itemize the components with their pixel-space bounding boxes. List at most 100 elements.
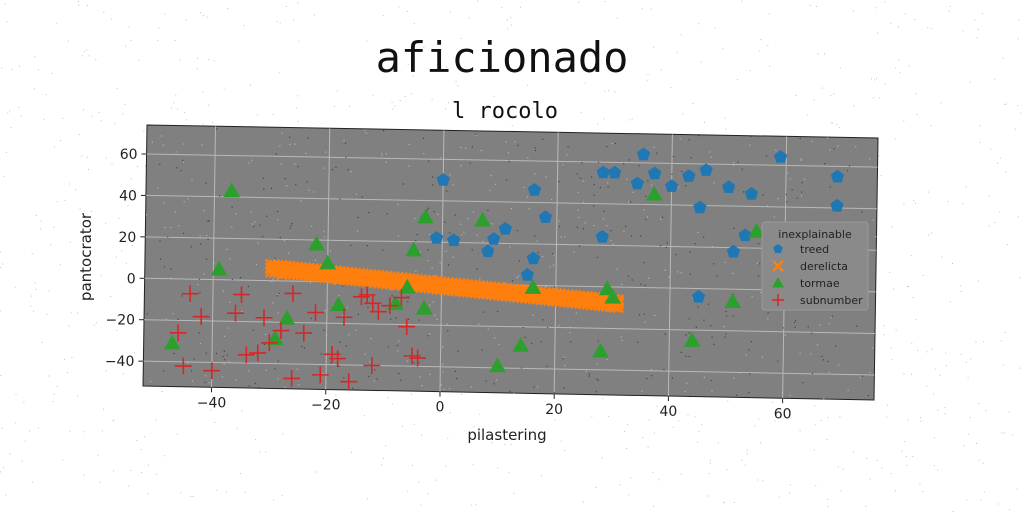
plot-noise-dot [575, 312, 577, 314]
noise-dot [795, 95, 797, 96]
point-treed [682, 169, 696, 182]
noise-dot [927, 27, 929, 28]
plot-noise-dot [355, 329, 357, 331]
plot-noise-dot [822, 359, 824, 361]
point-subnumber [260, 334, 278, 352]
point-subnumber [329, 350, 347, 368]
plot-noise-dot [262, 177, 264, 179]
noise-dot [1001, 432, 1003, 434]
noise-dot [653, 46, 654, 48]
noise-dot [445, 465, 447, 467]
chart-title: aficionado [376, 33, 629, 82]
plot-noise-dot [338, 295, 340, 297]
plot-noise-dot [643, 262, 645, 264]
plot-noise-dot [558, 220, 560, 222]
noise-dot [62, 459, 64, 461]
noise-dot [700, 61, 702, 63]
plot-noise-dot [637, 341, 639, 343]
point-treed [538, 210, 553, 223]
plot-noise-dot [247, 285, 249, 288]
noise-dot [873, 97, 875, 99]
noise-dot [815, 485, 817, 487]
x-tick-label: 60 [774, 406, 792, 422]
noise-dot [97, 454, 99, 456]
noise-dot [164, 13, 166, 15]
noise-dot [113, 470, 114, 472]
point-subnumber [272, 322, 290, 339]
point-treed [773, 150, 788, 163]
noise-dot [672, 426, 674, 428]
plot-noise-dot [597, 379, 599, 381]
noise-dot [407, 64, 409, 66]
plot-noise-dot [645, 195, 647, 197]
noise-dot [404, 96, 406, 97]
noise-dot [1017, 105, 1019, 107]
plot-noise-dot [828, 371, 830, 373]
noise-dot [472, 464, 474, 466]
noise-dot [413, 22, 415, 24]
noise-dot [895, 67, 897, 69]
noise-dot [314, 14, 315, 16]
noise-dot [826, 438, 828, 440]
plot-noise-dot [181, 295, 183, 297]
noise-dot [630, 477, 632, 479]
plot-noise-dot [175, 151, 177, 153]
noise-dot [213, 60, 215, 62]
point-tormae [748, 223, 766, 238]
plot-noise-dot [623, 163, 625, 165]
plot-noise-dot [767, 205, 769, 207]
plot-noise-dot [537, 251, 539, 254]
noise-dot [381, 464, 382, 466]
point-tormae [308, 235, 325, 251]
plot-noise-dot [782, 327, 784, 329]
noise-dot [878, 155, 880, 157]
noise-dot [382, 457, 384, 459]
noise-dot [975, 341, 977, 343]
noise-dot [48, 290, 50, 292]
point-treed [447, 233, 461, 247]
noise-dot [121, 250, 123, 252]
plot-noise-dot [493, 383, 495, 385]
plot-noise-dot [671, 173, 673, 175]
noise-dot [697, 441, 699, 443]
plot-noise-dot [182, 159, 184, 161]
plot-noise-dot [726, 315, 728, 317]
plot-noise-dot [235, 310, 237, 312]
plot-noise-dot [471, 146, 473, 148]
plot-noise-dot [436, 318, 438, 320]
plot-noise-dot [382, 249, 384, 251]
plot-noise-dot [402, 183, 404, 185]
noise-dot [814, 405, 816, 407]
noise-dot [979, 141, 981, 143]
plot-noise-dot [663, 369, 665, 371]
noise-dot [192, 496, 194, 497]
plot-noise-dot [638, 165, 640, 167]
y-tick-label: 20 [118, 230, 136, 246]
point-derelicta [492, 283, 505, 295]
plot-noise-dot [172, 313, 174, 315]
plot-noise-dot [467, 218, 469, 220]
point-derelicta [321, 267, 334, 280]
plot-noise-dot [476, 234, 478, 236]
point-subnumber [181, 285, 199, 303]
plot-noise-dot [777, 360, 779, 362]
plot-noise-dot [322, 373, 324, 375]
plot-noise-dot [824, 163, 826, 165]
plot-noise-dot [428, 333, 431, 335]
noise-dot [926, 385, 928, 387]
plot-noise-dot [281, 132, 283, 134]
noise-dot [903, 373, 905, 375]
noise-dot [869, 478, 871, 480]
plot-noise-dot [732, 272, 734, 274]
plot-noise-dot [588, 375, 590, 377]
legend-marker-derelicta [772, 260, 784, 272]
point-treed [665, 179, 679, 192]
noise-dot [506, 62, 508, 64]
point-treed [596, 165, 610, 179]
noise-dot [979, 125, 981, 127]
plot-noise-dot [365, 132, 367, 134]
noise-dot [911, 342, 913, 344]
noise-dot [81, 155, 83, 157]
noise-dot [93, 324, 95, 326]
noise-dot [1017, 216, 1019, 218]
